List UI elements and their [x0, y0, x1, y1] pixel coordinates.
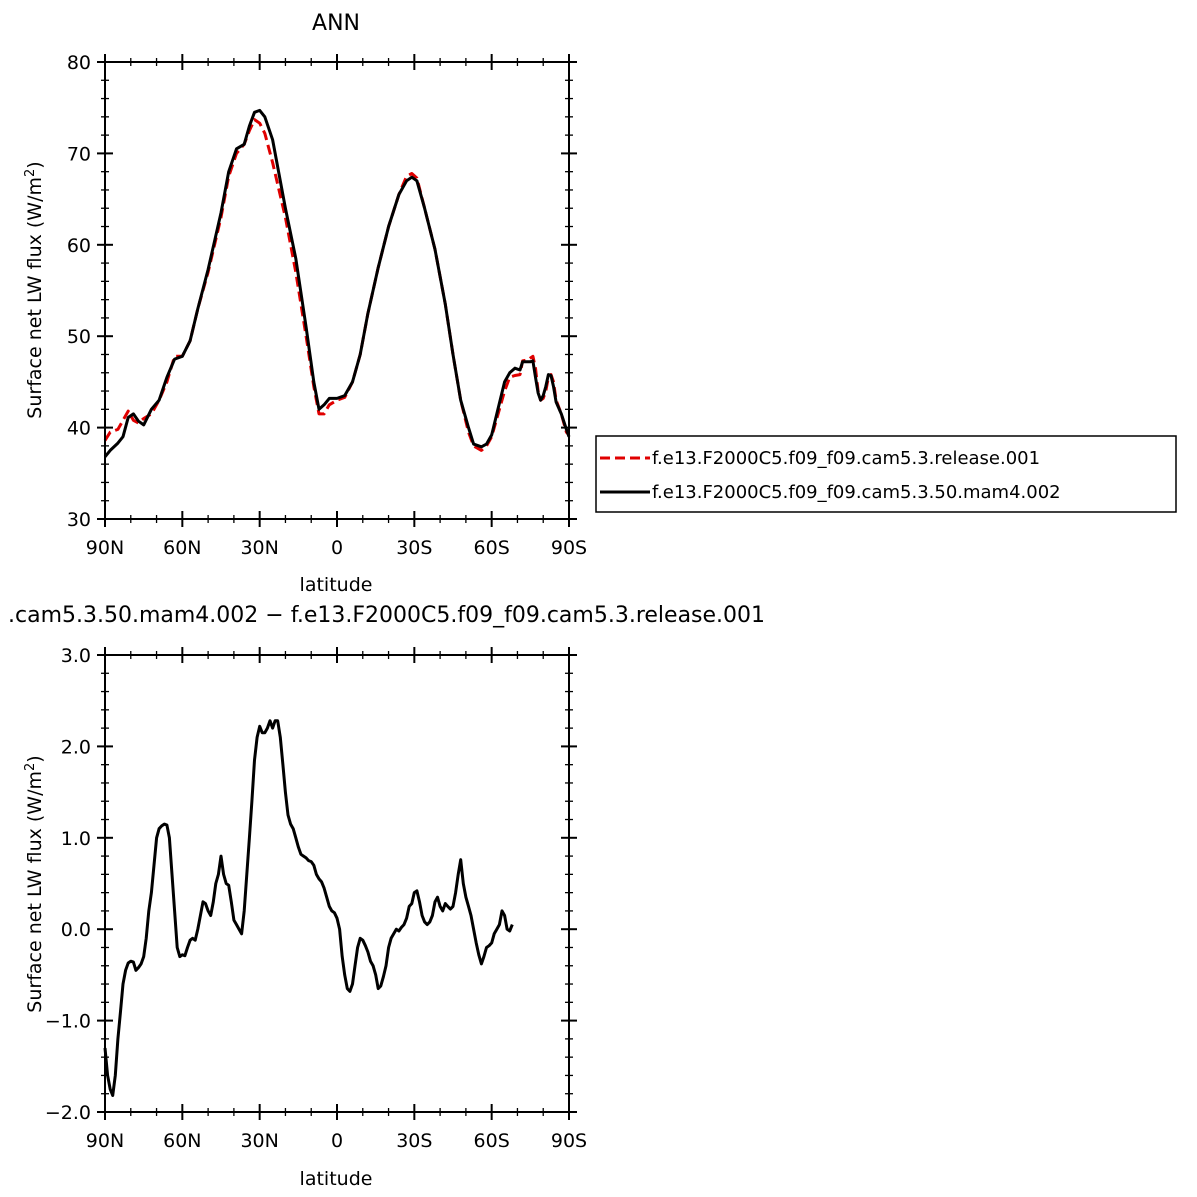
bottom-x-tick-label: 30S — [396, 1130, 432, 1152]
top-series-line-1 — [103, 108, 571, 458]
bottom-x-tick-label: 90S — [551, 1130, 587, 1152]
bottom-chart-panel: .cam5.3.50.mam4.002 − f.e13.F2000C5.f09_… — [8, 603, 765, 1190]
top-y-tick-label: 60 — [67, 235, 91, 257]
bottom-y-tick-label: 0.0 — [61, 919, 91, 941]
legend-label-mam4-002: f.e13.F2000C5.f09_f09.cam5.3.50.mam4.002 — [652, 482, 1061, 503]
bottom-x-tick-label: 30N — [240, 1130, 278, 1152]
bottom-x-tick-label: 60N — [163, 1130, 201, 1152]
top-x-tick-label: 60S — [474, 537, 510, 559]
bottom-chart-y-axis-label: Surface net LW flux (W/m2) — [23, 755, 47, 1012]
top-chart-panel: ANN 30 40 50 60 70 80 90N 60N 30N 0 30S 60S 90S lat… — [23, 11, 1177, 596]
bottom-y-tick-label: −2.0 — [45, 1102, 91, 1124]
top-chart-x-axis-label: latitude — [300, 574, 373, 596]
top-x-tick-label: 0 — [331, 537, 343, 559]
top-y-tick-label: 50 — [67, 326, 91, 348]
top-x-tick-label: 30N — [240, 537, 278, 559]
bottom-x-tick-label: 0 — [331, 1130, 343, 1152]
bottom-chart-frame — [104, 654, 570, 1113]
legend-label-release-001: f.e13.F2000C5.f09_f09.cam5.3.release.001 — [652, 448, 1040, 469]
bottom-y-tick-label: −1.0 — [45, 1011, 91, 1033]
top-chart-series — [103, 108, 571, 458]
bottom-chart-series — [103, 719, 514, 1097]
bottom-chart-ticks — [97, 647, 577, 1120]
top-y-tick-label: 40 — [67, 418, 91, 440]
bottom-chart-x-tick-labels: 90N 60N 30N 0 30S 60S 90S — [86, 1130, 587, 1152]
top-x-tick-label: 30S — [396, 537, 432, 559]
bottom-chart-x-axis-label: latitude — [300, 1168, 373, 1190]
top-chart-y-tick-labels: 30 40 50 60 70 80 — [67, 52, 91, 531]
top-chart-x-tick-labels: 90N 60N 30N 0 30S 60S 90S — [86, 537, 587, 559]
bottom-series-line-0 — [103, 719, 514, 1097]
bottom-y-tick-label: 3.0 — [61, 645, 91, 667]
top-chart-frame — [104, 61, 570, 520]
top-x-tick-label: 90N — [86, 537, 124, 559]
top-chart-ticks — [97, 54, 577, 527]
bottom-chart-title: .cam5.3.50.mam4.002 − f.e13.F2000C5.f09_… — [8, 603, 765, 628]
legend-box — [595, 435, 1177, 513]
top-chart-legend: f.e13.F2000C5.f09_f09.cam5.3.release.001… — [595, 435, 1177, 513]
bottom-y-tick-label: 2.0 — [61, 736, 91, 758]
bottom-chart-y-tick-labels: −2.0 −1.0 0.0 1.0 2.0 3.0 — [45, 645, 91, 1124]
bottom-y-tick-label: 1.0 — [61, 828, 91, 850]
top-x-tick-label: 90S — [551, 537, 587, 559]
top-x-tick-label: 60N — [163, 537, 201, 559]
top-y-tick-label: 70 — [67, 143, 91, 165]
bottom-x-tick-label: 60S — [474, 1130, 510, 1152]
bottom-x-tick-label: 90N — [86, 1130, 124, 1152]
top-y-tick-label: 30 — [67, 509, 91, 531]
top-chart-title: ANN — [312, 11, 360, 36]
top-chart-y-axis-label: Surface net LW flux (W/m2) — [23, 161, 47, 418]
top-y-tick-label: 80 — [67, 52, 91, 74]
